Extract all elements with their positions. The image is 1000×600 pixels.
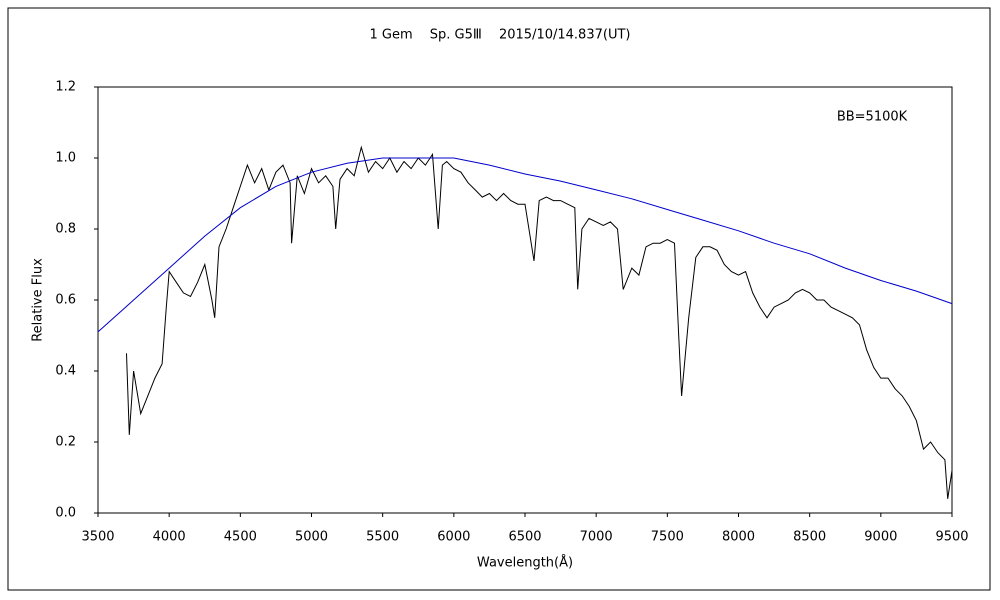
x-tick-label: 4000: [153, 530, 186, 545]
series-line: [126, 145, 953, 499]
x-axis-label: Wavelength(Å): [477, 555, 573, 571]
x-tick-label: 8500: [793, 530, 826, 545]
y-tick-label: 0.2: [55, 435, 76, 450]
x-tick-label: 8000: [722, 530, 755, 545]
chart-title: 1 Gem Sp. G5Ⅲ 2015/10/14.837(UT): [370, 28, 631, 43]
series-line: [97, 157, 953, 333]
x-tick-label: 4500: [224, 530, 257, 545]
y-tick-label: 0.4: [55, 364, 76, 379]
x-tick-label: 9500: [935, 530, 968, 545]
x-tick-label: 5000: [295, 530, 328, 545]
y-tick-label: 0.8: [55, 222, 76, 237]
y-tick-label: 0.6: [55, 293, 76, 308]
x-tick-label: 3500: [81, 530, 114, 545]
x-tick-label: 7500: [651, 530, 684, 545]
y-tick-label: 1.0: [55, 151, 76, 166]
x-tick-label: 6500: [508, 530, 541, 545]
y-axis-label: Relative Flux: [31, 258, 46, 342]
x-tick-label: 5500: [366, 530, 399, 545]
y-tick-label: 0.0: [55, 506, 76, 521]
x-tick-label: 7000: [580, 530, 613, 545]
y-tick-label: 1.2: [55, 80, 76, 95]
annotation: BB=5100K: [837, 110, 908, 125]
outer-frame: [7, 7, 991, 591]
x-tick-label: 6000: [437, 530, 470, 545]
x-tick-label: 9000: [864, 530, 897, 545]
